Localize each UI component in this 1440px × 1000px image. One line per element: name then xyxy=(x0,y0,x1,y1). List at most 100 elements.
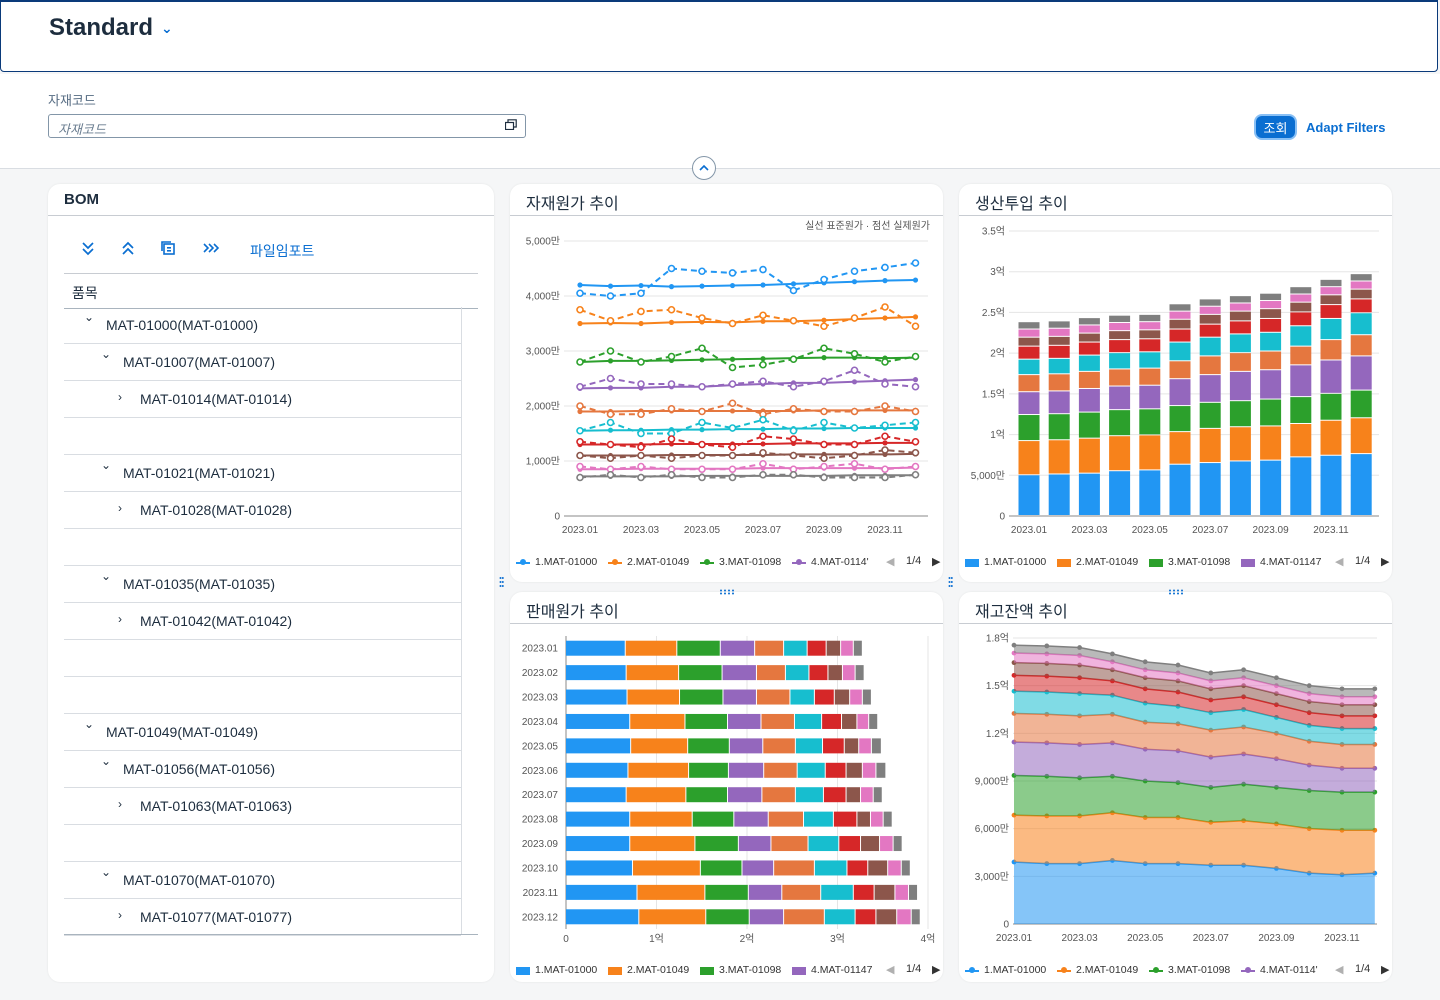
tree-row[interactable]: ⌄ MAT-01000(MAT-01000) xyxy=(64,307,461,344)
legend-next-page-icon[interactable]: ▶ xyxy=(932,964,941,976)
inventory-balance-panel: 재고잔액 추이 0 3,000만 6,000만 9,000만 1.2억 1.5억 1.8억 2… xyxy=(959,592,1392,982)
stacked-bar-segment xyxy=(679,665,722,681)
legend-next-page-icon[interactable]: ▶ xyxy=(1381,556,1390,568)
tree-row[interactable]: › MAT-01014(MAT-01014) xyxy=(64,381,461,418)
value-help-icon[interactable] xyxy=(505,119,517,130)
actual-cost-point xyxy=(881,465,889,474)
stacked-bar-segment xyxy=(1320,305,1342,318)
stacked-bar-segment xyxy=(868,860,888,876)
tree-row[interactable]: ⌄ MAT-01056(MAT-01056) xyxy=(64,751,461,788)
variant-title[interactable]: Standard xyxy=(49,14,154,41)
production-input-chart: 0 5,000만 1억 1.5억 2억 2.5억 3억 3.5억 2023.01 2023.03 2… xyxy=(971,226,1379,536)
actual-cost-point xyxy=(850,407,859,416)
collapse-node-icon[interactable]: ⌄ xyxy=(84,310,95,324)
stacked-bar-segment xyxy=(1350,390,1372,418)
horizontal-splitter-handle[interactable] xyxy=(1168,582,1183,595)
sales-cost-divider xyxy=(510,623,943,624)
collapse-header-button[interactable] xyxy=(692,156,716,180)
stacked-bar-segment xyxy=(1290,346,1312,365)
legend-next-page-icon[interactable]: ▶ xyxy=(1381,964,1390,976)
expand-all-icon[interactable] xyxy=(80,240,96,260)
stacked-bar-segment xyxy=(774,860,814,876)
vertical-splitter-handle[interactable] xyxy=(499,576,504,590)
chevron-down-icon[interactable]: ⌄ xyxy=(161,20,173,37)
expand-node-icon[interactable]: › xyxy=(118,612,122,626)
file-import-button[interactable]: 파일임포트 xyxy=(250,243,315,259)
stacked-bar-segment xyxy=(1199,337,1221,356)
stacked-area xyxy=(1014,812,1375,875)
collapse-node-icon[interactable]: ⌄ xyxy=(101,458,112,472)
legend-prev-page-icon[interactable]: ◀ xyxy=(886,556,895,568)
legend-swatch xyxy=(792,967,806,975)
stacked-bar-segment xyxy=(901,860,910,876)
stacked-bar-segment xyxy=(1320,420,1342,455)
stacked-bar-segment xyxy=(722,665,756,681)
actual-cost-point xyxy=(698,418,706,427)
stacked-bar-segment xyxy=(566,787,626,803)
stacked-bar-segment xyxy=(1320,340,1342,360)
stacked-bar-segment xyxy=(756,665,785,681)
y-tick-label: 2023.01 xyxy=(522,644,559,655)
variant-selector[interactable]: Standard ⌄ xyxy=(49,14,173,42)
stacked-bar-segment xyxy=(566,640,625,656)
legend-prev-page-icon[interactable]: ◀ xyxy=(1335,964,1344,976)
stacked-bar-segment xyxy=(1229,334,1251,353)
actual-cost-point xyxy=(911,462,920,471)
tree-row[interactable]: › MAT-01077(MAT-01077) xyxy=(64,899,461,936)
go-button[interactable]: 조회 xyxy=(1254,114,1297,140)
tree-row[interactable]: › MAT-01028(MAT-01028) xyxy=(64,492,461,529)
stacked-bar-segment xyxy=(566,738,631,754)
tree-row[interactable]: › MAT-01042(MAT-01042) xyxy=(64,603,461,640)
stacked-bar-segment xyxy=(1260,370,1282,399)
expand-node-icon[interactable]: › xyxy=(118,501,122,515)
collapse-node-icon[interactable]: ⌄ xyxy=(101,754,112,768)
legend-prev-page-icon[interactable]: ◀ xyxy=(1335,556,1344,568)
collapse-node-icon[interactable]: ⌄ xyxy=(101,347,112,361)
material-code-input[interactable]: 자재코드 xyxy=(48,114,526,138)
collapse-node-icon[interactable]: ⌄ xyxy=(101,569,112,583)
expand-node-icon[interactable]: › xyxy=(118,390,122,404)
y-tick-label: 2.5억 xyxy=(982,307,1005,319)
stacked-bar-segment xyxy=(566,665,626,681)
stacked-bar-segment xyxy=(1320,393,1342,420)
expand-node-icon[interactable]: › xyxy=(118,908,122,922)
horizontal-splitter-handle[interactable] xyxy=(719,582,734,595)
x-tick-label: 2023.07 xyxy=(745,525,782,536)
stacked-area xyxy=(1014,662,1375,716)
collapse-node-icon[interactable]: ⌄ xyxy=(84,717,95,731)
expand-node-icon[interactable]: › xyxy=(118,797,122,811)
actual-cost-point xyxy=(637,289,645,298)
legend-swatch xyxy=(608,967,622,975)
adapt-filters-button[interactable]: Adapt Filters xyxy=(1306,120,1386,135)
tree-row[interactable]: ⌄ MAT-01049(MAT-01049) xyxy=(64,714,461,751)
actual-cost-point xyxy=(728,380,737,388)
legend-prev-page-icon[interactable]: ◀ xyxy=(886,964,895,976)
vertical-splitter-handle[interactable] xyxy=(948,576,953,590)
tree-row-empty xyxy=(64,825,461,862)
collapse-all-icon[interactable] xyxy=(120,240,136,260)
tree-row[interactable]: › MAT-01063(MAT-01063) xyxy=(64,788,461,825)
tree-row[interactable]: ⌄ MAT-01070(MAT-01070) xyxy=(64,862,461,899)
tree-row[interactable]: ⌄ MAT-01035(MAT-01035) xyxy=(64,566,461,603)
legend-next-page-icon[interactable]: ▶ xyxy=(932,556,941,568)
actual-cost-point xyxy=(728,399,737,408)
standard-cost-point xyxy=(760,356,766,362)
standard-cost-point xyxy=(577,282,583,288)
stacked-bar-segment xyxy=(1320,455,1342,515)
stacked-bar-segment xyxy=(1078,355,1100,371)
stacked-bar-segment xyxy=(855,665,864,681)
stacked-bar-segment xyxy=(1350,281,1372,289)
actual-cost-point xyxy=(881,380,889,388)
tree-row[interactable]: ⌄ MAT-01007(MAT-01007) xyxy=(64,344,461,381)
file-import-icon[interactable] xyxy=(202,240,220,260)
legend-label: 3.MAT-01098 xyxy=(719,556,782,568)
actual-cost-line xyxy=(579,473,916,479)
stacked-bar-segment xyxy=(1018,322,1040,329)
collapse-node-icon[interactable]: ⌄ xyxy=(101,865,112,879)
stacked-bar-segment xyxy=(861,787,873,803)
stacked-bar-segment xyxy=(1350,299,1372,313)
stacked-bar-segment xyxy=(1350,313,1372,335)
tree-row[interactable]: ⌄ MAT-01021(MAT-01021) xyxy=(64,455,461,492)
standard-cost-line xyxy=(580,466,916,471)
copy-icon[interactable] xyxy=(160,240,176,260)
